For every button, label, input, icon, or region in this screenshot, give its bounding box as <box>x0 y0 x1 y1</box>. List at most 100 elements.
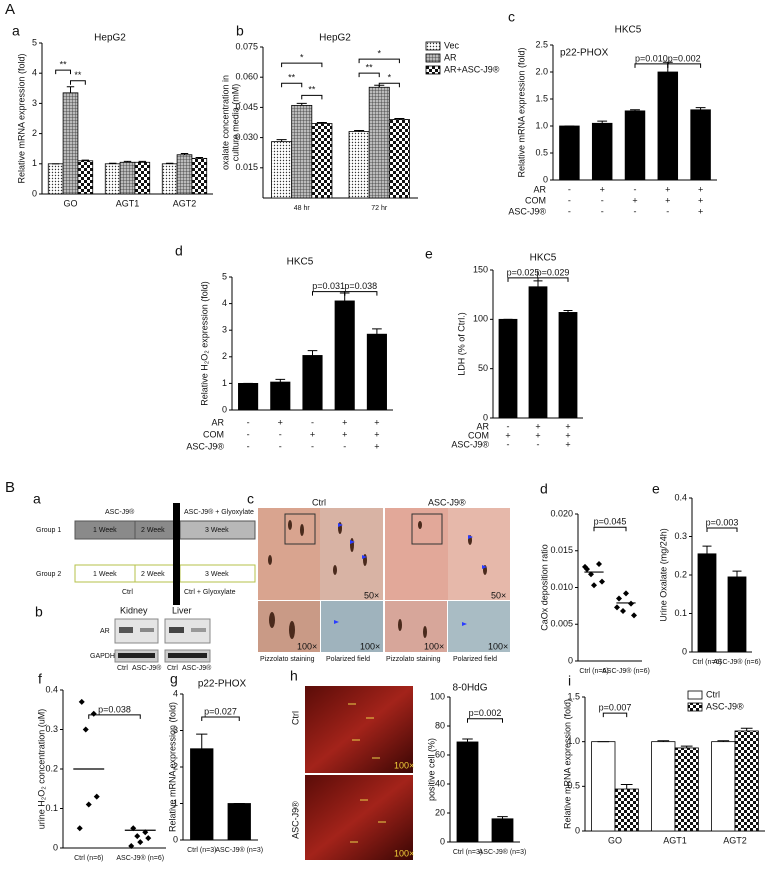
condition-sign: + <box>505 430 510 440</box>
bar <box>674 747 699 832</box>
point <box>631 612 637 619</box>
error-bar <box>180 153 189 155</box>
y-tick-label: 0.045 <box>235 102 258 112</box>
lane-label: Ctrl <box>167 665 178 672</box>
micrograph <box>305 775 413 860</box>
y-tick-label: 2 <box>173 761 178 771</box>
condition-sign: + <box>665 184 670 194</box>
bar <box>657 71 679 181</box>
error-bar <box>620 784 633 790</box>
bar <box>271 141 293 199</box>
condition-sign: + <box>278 417 283 427</box>
x-tick-label: 72 hr <box>371 205 388 212</box>
micrograph <box>258 601 320 652</box>
magnification: 50× <box>364 590 379 600</box>
y-tick-label: 0 <box>53 842 58 852</box>
y-axis-label: LDH (% of Ctrl.) <box>456 312 466 376</box>
annotation: p=0.038 <box>98 704 131 714</box>
bracket <box>706 527 738 533</box>
label: Ctrl + Glyoxylate <box>184 589 236 596</box>
condition-name: COM <box>525 195 546 205</box>
y-tick-label: 0 <box>222 404 227 414</box>
bar <box>161 163 178 195</box>
y-tick-label: 0.020 <box>550 508 573 518</box>
band <box>118 653 155 658</box>
error-bar <box>563 309 573 313</box>
group-label: Group 2 <box>36 571 61 578</box>
error-bar <box>394 117 405 120</box>
bracket <box>634 63 669 68</box>
y-tick-label: 50 <box>478 363 488 373</box>
y-tick-label: 5 <box>32 37 37 47</box>
y-tick-label: 2 <box>222 351 227 361</box>
bar <box>697 553 717 653</box>
row-label: Ctrl <box>290 711 300 725</box>
band <box>191 628 206 632</box>
legend-swatch <box>425 53 441 63</box>
group-label: Group 1 <box>36 527 61 534</box>
y-tick-label: 0.060 <box>235 72 258 82</box>
annotation: p=0.007 <box>599 702 632 712</box>
y-tick-label: 2.5 <box>535 39 548 49</box>
figure-label: A <box>5 1 15 18</box>
bar <box>62 92 79 195</box>
legend-swatch <box>687 690 703 700</box>
chart-title: 8-0HdG <box>452 683 487 694</box>
y-tick-label: 0 <box>543 174 548 184</box>
bar <box>366 333 387 411</box>
label: ASC-J9® + Glyoxylate <box>184 508 254 516</box>
condition-sign: + <box>374 441 379 451</box>
x-tick-label: GO <box>608 835 622 845</box>
legend-label: Ctrl <box>706 689 720 699</box>
condition-sign: + <box>565 439 570 449</box>
error-bar <box>275 378 286 383</box>
bar <box>624 110 646 181</box>
protein-label: GAPDH <box>90 653 115 660</box>
bar <box>591 741 616 832</box>
condition-sign: + <box>632 195 637 205</box>
legend-label: ASC-J9® <box>706 701 744 711</box>
tissue-label: Liver <box>172 605 192 615</box>
bracket <box>88 714 141 719</box>
y-tick-label: 0.015 <box>550 545 573 555</box>
panel-letter: d <box>175 243 183 259</box>
condition-sign: + <box>342 429 347 439</box>
x-tick-label: AGT2 <box>723 835 747 845</box>
bar <box>690 109 711 181</box>
bar <box>558 312 578 419</box>
bar <box>651 741 676 832</box>
bracket <box>602 712 628 718</box>
condition-sign: - <box>601 195 604 205</box>
timeline-diagram: a ASC-J9® ASC-J9® + Glyoxylate Group 1 1… <box>33 491 256 605</box>
condition-sign: - <box>311 441 314 451</box>
y-tick-label: 4 <box>32 68 37 78</box>
error-bar <box>354 130 365 132</box>
condition-name: AR <box>476 421 489 431</box>
annotation: p=0.038 <box>344 281 377 291</box>
y-axis-label: positive cell (%) <box>426 738 436 801</box>
condition-sign: - <box>279 429 282 439</box>
magnification: 100× <box>360 641 380 651</box>
condition-sign: - <box>247 441 250 451</box>
chart-title: HKC5 <box>530 253 557 264</box>
y-axis-label: Relative H₂O₂ expression (fold) <box>199 281 209 406</box>
bar <box>270 381 291 411</box>
bracket <box>55 69 71 75</box>
chart-title: HKC5 <box>287 257 314 268</box>
y-tick-label: 0.075 <box>235 41 258 51</box>
label: ASC-J9® <box>105 508 135 516</box>
week-label: 2 Week <box>141 571 165 578</box>
band <box>119 627 133 633</box>
y-tick-label: 0.3 <box>674 531 687 541</box>
panel-letter: i <box>568 673 571 689</box>
y-tick-label: 4 <box>173 688 178 698</box>
point <box>76 825 83 832</box>
bar <box>291 104 313 199</box>
chart-title: p22-PHOX <box>198 679 247 690</box>
bracket <box>201 716 240 721</box>
bar <box>711 741 736 832</box>
bar <box>77 160 94 195</box>
y-tick-label: 1.0 <box>535 120 548 130</box>
week-label: 1 Week <box>93 571 117 578</box>
panel-letter: g <box>170 671 178 687</box>
